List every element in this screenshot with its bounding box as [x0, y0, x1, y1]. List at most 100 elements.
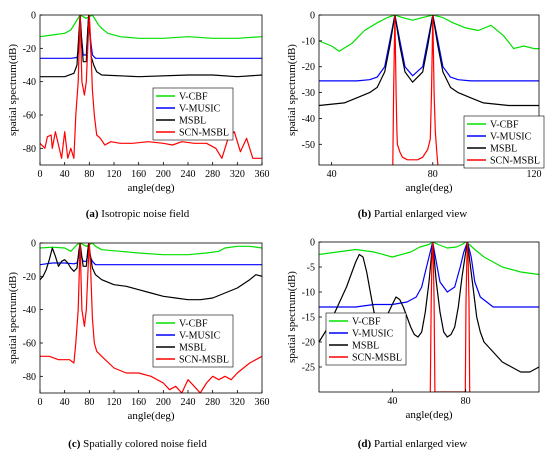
- x-tick-label: 320: [230, 169, 245, 180]
- series-line-v-cbf: [319, 242, 539, 276]
- y-tick-label: -40: [302, 114, 315, 125]
- x-tick-label: 160: [131, 397, 146, 408]
- legend-entry: V-CBF: [490, 120, 519, 131]
- x-tick-label: 280: [205, 397, 220, 408]
- x-tick-label: 200: [156, 397, 171, 408]
- x-tick-label: 0: [38, 397, 43, 408]
- y-tick-label: -40: [23, 77, 36, 88]
- series-line-msbl: [319, 242, 539, 373]
- y-tick-label: 0: [310, 238, 315, 249]
- y-tick-label: -15: [302, 313, 315, 324]
- caption-b-text: Partial enlarged view: [373, 208, 468, 220]
- chart-b: 40 80 120 0 -10 -20 -30 -40 -50 angle(deg) spatial…: [286, 11, 545, 194]
- caption-b: (b) Partial enlarged view: [285, 208, 540, 220]
- y-tick-label: -10: [302, 36, 315, 47]
- series-line-v-music: [319, 15, 539, 82]
- x-tick-label: 360: [255, 169, 270, 180]
- y-tick-label: -10: [302, 288, 315, 299]
- caption-a: (a) Isotropic noise field: [10, 208, 265, 220]
- legend-entry: MSBL: [352, 341, 379, 352]
- legend-entry: V-CBF: [179, 319, 208, 330]
- y-tick-label: -80: [23, 144, 36, 155]
- legend-entry: SCN-MSBL: [490, 156, 540, 167]
- series-group-b: [319, 15, 539, 165]
- y-tick-label: -20: [23, 44, 36, 55]
- x-axis-label: angle(deg): [405, 182, 452, 194]
- chart-c: 0 40 80 120 160 200 240 280 320 360 0 -20 -40 -60 -80 a…: [7, 239, 270, 423]
- y-tick-label: -20: [302, 62, 315, 73]
- legend-entry: SCN-MSBL: [352, 353, 402, 364]
- series-line-v-cbf: [40, 243, 262, 256]
- series-group-c: [40, 243, 262, 393]
- legend-entry: SCN-MSBL: [179, 355, 229, 366]
- x-tick-label: 40: [60, 397, 70, 408]
- series-line-scn-msbl: [429, 242, 471, 392]
- y-tick-label: -80: [23, 372, 36, 383]
- x-tick-label: 120: [107, 169, 122, 180]
- legend-entry: V-MUSIC: [490, 132, 532, 143]
- x-tick-label: 120: [526, 169, 541, 180]
- x-tick-label: 120: [107, 397, 122, 408]
- y-tick-label: 0: [31, 11, 36, 22]
- x-axis-label: angle(deg): [127, 410, 174, 422]
- y-tick-label: -60: [23, 339, 36, 350]
- y-tick-label: 0: [31, 239, 36, 250]
- x-tick-label: 280: [205, 169, 220, 180]
- legend-entry: SCN-MSBL: [179, 128, 229, 139]
- y-tick-label: -5: [307, 263, 315, 274]
- y-tick-label: 0: [310, 11, 315, 22]
- caption-d-tag: (d): [357, 438, 372, 450]
- y-tick-label: -40: [23, 305, 36, 316]
- y-tick-label: -30: [302, 88, 315, 99]
- legend-entry: MSBL: [179, 343, 206, 354]
- series-line-v-music: [40, 15, 262, 59]
- y-axis-label: spatial spectrum(dB): [286, 271, 298, 363]
- x-tick-label: 360: [255, 397, 270, 408]
- x-tick-label: 40: [60, 169, 70, 180]
- caption-a-text: Isotropic noise field: [101, 208, 190, 220]
- legend-entry: MSBL: [179, 116, 206, 127]
- plot-frame: [318, 14, 540, 166]
- series-line-scn-msbl: [40, 15, 262, 159]
- caption-a-tag: (a): [85, 208, 99, 220]
- series-line-v-cbf: [319, 15, 539, 52]
- x-tick-label: 240: [181, 169, 196, 180]
- x-tick-label: 80: [84, 169, 94, 180]
- series-line-v-cbf: [40, 15, 262, 39]
- x-tick-label: 200: [156, 169, 171, 180]
- series-line-msbl: [40, 243, 262, 301]
- chart-d: 40 80 0 -5 -10 -15 -20 -25 angle(deg) spatial spe…: [286, 238, 540, 421]
- legend-entry: V-MUSIC: [179, 331, 221, 342]
- y-axis-label: spatial spectrum(dB): [286, 44, 298, 136]
- legend-entry: V-MUSIC: [352, 329, 394, 340]
- plot-frame: [39, 14, 263, 166]
- x-tick-label: 320: [230, 397, 245, 408]
- x-axis-label: angle(deg): [405, 409, 452, 421]
- legend-entry: V-MUSIC: [179, 104, 221, 115]
- caption-b-tag: (b): [357, 208, 372, 220]
- y-axis-label: spatial spectrum(dB): [7, 44, 19, 136]
- series-line-scn-msbl: [392, 15, 439, 165]
- y-tick-label: -50: [302, 140, 315, 151]
- x-tick-label: 80: [428, 169, 438, 180]
- caption-d-text: Partial enlarged view: [373, 438, 468, 450]
- legend-entry: V-CBF: [352, 317, 381, 328]
- y-tick-label: -20: [302, 338, 315, 349]
- caption-c: (c) Spatially colored noise field: [10, 438, 265, 450]
- x-tick-label: 40: [327, 169, 337, 180]
- caption-d: (d) Partial enlarged view: [285, 438, 540, 450]
- y-tick-label: -20: [23, 272, 36, 283]
- plot-frame: [39, 242, 263, 394]
- x-tick-label: 80: [461, 396, 471, 407]
- y-tick-label: -60: [23, 111, 36, 122]
- caption-c-text: Spatially colored noise field: [83, 438, 207, 450]
- series-group-a: [40, 15, 262, 159]
- x-tick-label: 0: [38, 169, 43, 180]
- series-group-d: [319, 242, 539, 392]
- caption-c-tag: (c): [68, 438, 81, 450]
- x-tick-label: 80: [84, 397, 94, 408]
